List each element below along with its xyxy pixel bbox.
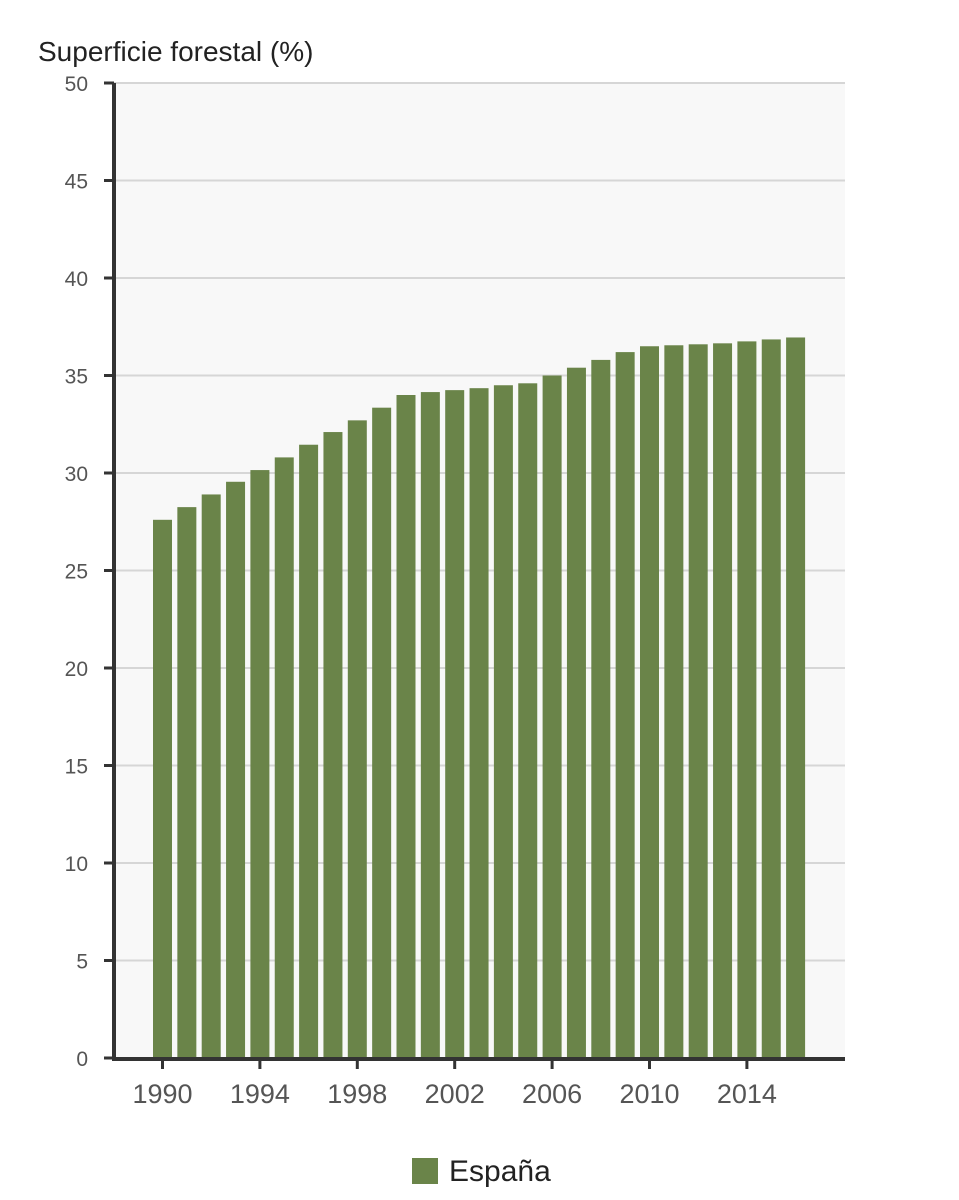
x-tick-label: 2010 <box>619 1079 679 1109</box>
bar <box>640 346 659 1058</box>
y-tick-label: 35 <box>65 366 88 389</box>
x-tick-label: 2006 <box>522 1079 582 1109</box>
x-tick-label: 1998 <box>327 1079 387 1109</box>
bar <box>372 407 392 1058</box>
bar <box>299 444 319 1059</box>
bar <box>347 420 367 1059</box>
bar <box>737 341 757 1058</box>
bar <box>566 367 586 1058</box>
y-tick-label: 20 <box>65 658 88 681</box>
bar <box>445 390 465 1058</box>
bar <box>493 385 513 1058</box>
bar <box>786 337 806 1059</box>
bar <box>177 507 197 1058</box>
y-tick-label: 30 <box>65 463 88 486</box>
bar <box>396 395 416 1058</box>
x-tick-label: 1990 <box>132 1079 192 1109</box>
bar <box>469 388 489 1058</box>
x-tick-label: 2014 <box>717 1079 777 1109</box>
bar <box>420 392 440 1058</box>
bar <box>713 343 733 1058</box>
y-tick-label: 50 <box>65 73 88 96</box>
bar <box>591 359 611 1058</box>
bar <box>274 457 294 1058</box>
y-tick-label: 0 <box>76 1048 88 1071</box>
bar <box>323 432 343 1058</box>
bar <box>761 339 781 1058</box>
x-tick-label: 2002 <box>425 1079 485 1109</box>
bar <box>688 344 708 1058</box>
y-tick-label: 45 <box>65 171 88 194</box>
y-tick-label: 15 <box>65 756 88 779</box>
bars <box>153 337 806 1059</box>
bar <box>226 481 246 1058</box>
y-tick-label: 5 <box>76 951 88 974</box>
bar <box>542 375 562 1058</box>
legend: España <box>412 1155 551 1188</box>
y-tick-label: 10 <box>65 853 88 876</box>
bar <box>153 519 172 1058</box>
bar <box>615 352 635 1059</box>
y-tick-labels: 0 5 10 15 20 25 30 35 40 45 50 <box>65 73 114 1071</box>
legend-swatch <box>412 1158 438 1184</box>
bar <box>201 494 221 1058</box>
bar <box>250 470 270 1058</box>
bar <box>664 345 684 1058</box>
x-tick-label: 1994 <box>230 1079 290 1109</box>
y-tick-label: 40 <box>65 268 88 291</box>
y-tick-label: 25 <box>65 561 88 584</box>
x-tick-labels: 1990 1994 1998 2002 2006 2010 2014 <box>132 1059 777 1109</box>
legend-label: España <box>449 1155 551 1188</box>
y-axis-label: Superficie forestal (%) <box>38 36 313 67</box>
bar <box>518 383 538 1058</box>
